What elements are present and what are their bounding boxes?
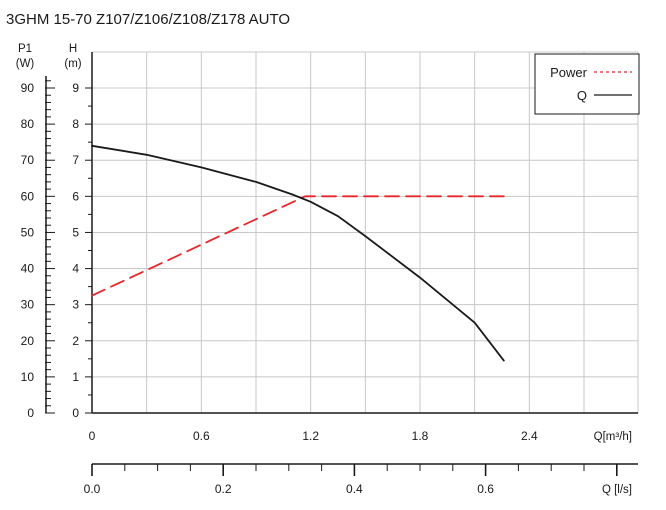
x-axis-secondary-label: Q [l/s] xyxy=(602,484,632,496)
legend: Power Q xyxy=(534,53,640,115)
x-tick-label: 0.6 xyxy=(193,429,210,443)
x-tick-label: 2.4 xyxy=(521,429,538,443)
head-tick-label: 0 xyxy=(72,406,79,420)
power-axis-label: P1 xyxy=(18,43,32,55)
head-tick-label: 1 xyxy=(72,370,79,384)
power-axis-unit: (W) xyxy=(16,58,35,70)
x-secondary-tick-label: 0.4 xyxy=(346,482,363,496)
head-series-line xyxy=(91,144,505,362)
x-secondary-tick-label: 0.2 xyxy=(215,482,232,496)
x-tick-label: 0 xyxy=(89,429,96,443)
x-axis-label: Q[m³/h] xyxy=(594,431,632,443)
head-tick-label: 7 xyxy=(72,153,79,167)
head-tick-label: 4 xyxy=(72,262,79,276)
x-secondary-tick-label: 0.6 xyxy=(477,482,494,496)
power-tick-label: 20 xyxy=(21,334,35,348)
power-tick-label: 70 xyxy=(21,153,35,167)
head-tick-label: 9 xyxy=(72,81,79,95)
power-tick-label: 40 xyxy=(21,262,35,276)
power-series-line xyxy=(91,195,505,297)
x-tick-label: 1.2 xyxy=(302,429,319,443)
head-tick-label: 2 xyxy=(72,334,79,348)
series-layer xyxy=(91,144,505,362)
legend-label-q: Q xyxy=(577,88,587,103)
grid xyxy=(92,51,639,413)
power-tick-label: 10 xyxy=(21,370,35,384)
power-tick-label: 90 xyxy=(21,81,35,95)
head-axis-label: H xyxy=(69,43,77,55)
power-tick-label: 30 xyxy=(21,298,35,312)
x-secondary-tick-label: 0.0 xyxy=(84,482,101,496)
power-tick-label: 0 xyxy=(27,406,34,420)
power-tick-label: 50 xyxy=(21,225,35,239)
legend-box xyxy=(534,53,640,115)
x-tick-label: 1.8 xyxy=(412,429,429,443)
head-tick-label: 5 xyxy=(72,225,79,239)
power-tick-label: 80 xyxy=(21,117,35,131)
head-tick-label: 8 xyxy=(72,117,79,131)
legend-label-power: Power xyxy=(550,65,588,80)
head-tick-label: 3 xyxy=(72,298,79,312)
head-axis-unit: (m) xyxy=(64,58,81,70)
head-tick-label: 6 xyxy=(72,189,79,203)
chart-title: 3GHM 15-70 Z107/Z106/Z108/Z178 AUTO xyxy=(6,11,290,28)
power-tick-label: 60 xyxy=(21,189,35,203)
